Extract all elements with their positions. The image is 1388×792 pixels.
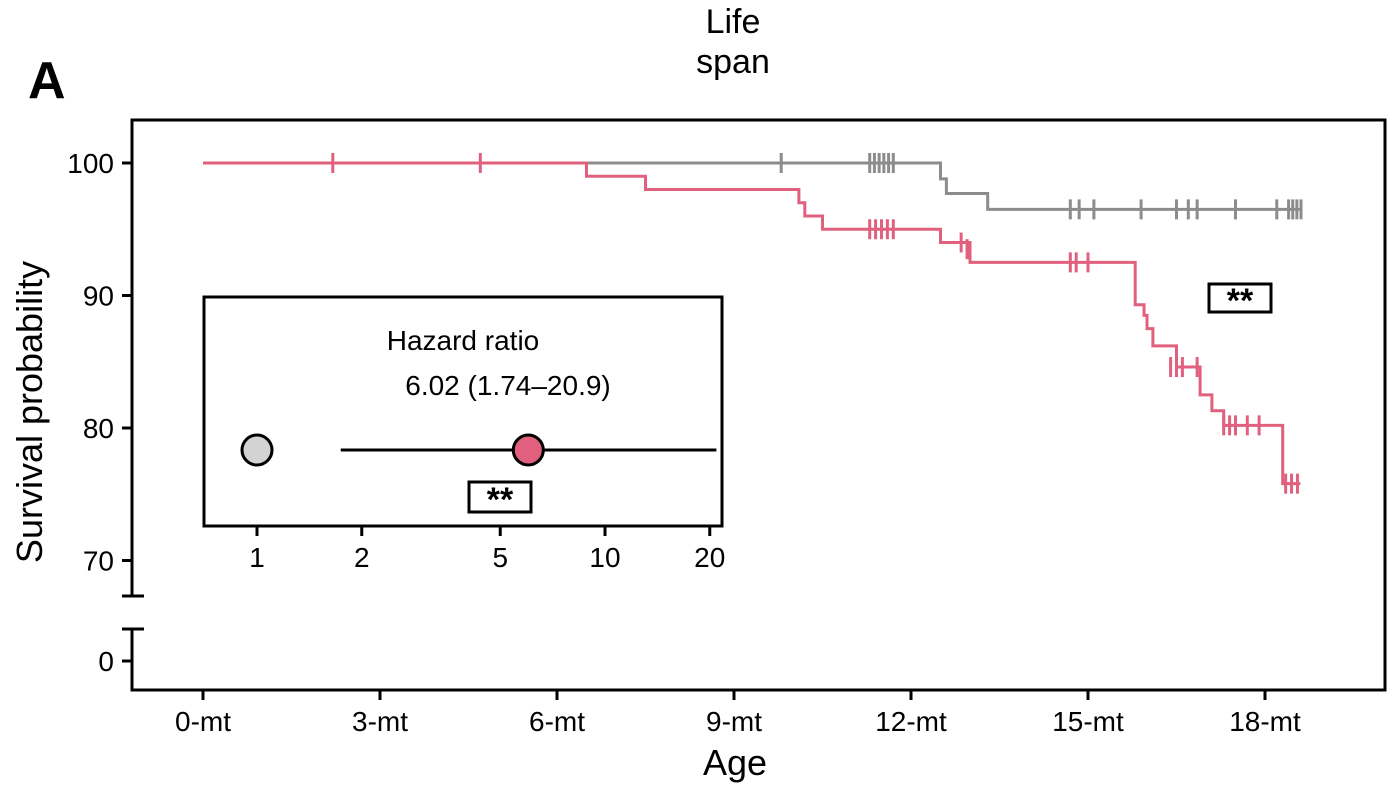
inset-x-tick-label: 5 [492,542,508,573]
x-tick-label: 3-mt [352,706,408,737]
y-tick-label: 100 [67,148,114,179]
significance-label-main: ** [1227,282,1254,320]
inset-x-tick-label: 10 [589,542,620,573]
x-tick-label: 12-mt [875,706,947,737]
inset-x-tick-label: 20 [694,542,725,573]
main-plot-area: 0 70 80 90 100 0-mt 3-mt 6-mt 9-mt 12-mt 15-mt 18-m… [67,118,1387,737]
chart-title-line2: span [696,43,770,81]
y-tick-label: 70 [83,546,114,577]
inset-x-tick-label: 1 [249,542,265,573]
y-tick-label: 90 [83,281,114,312]
inset-frame [202,295,724,528]
plot-frame [130,118,1387,692]
x-tick-label: 18-mt [1229,706,1301,737]
inset-title: Hazard ratio [387,325,540,356]
inset-marks: 1 2 5 10 20 [240,433,725,573]
significance-box-inset: ** [467,480,533,519]
x-axis-label: Age [703,742,767,783]
significance-box-main: ** [1207,282,1273,320]
x-tick-label: 0-mt [175,706,231,737]
x-tick-label: 15-mt [1052,706,1124,737]
reference-point [240,433,274,467]
significance-label-inset: ** [487,481,514,519]
x-tick-label: 9-mt [706,706,762,737]
hazard-ratio-point [511,433,545,467]
inset-subtitle: 6.02 (1.74–20.9) [405,370,611,401]
inset-x-tick-label: 2 [354,542,370,573]
y-axis-label: Survival probability [9,261,50,563]
chart-title-line1: Life [706,3,761,41]
survival-curve-2 [203,161,1301,486]
y-tick-label: 0 [98,646,114,677]
hazard-ratio-inset: Hazard ratio 6.02 (1.74–20.9) 1 2 5 10 20 ** [202,295,725,573]
y-tick-label: 80 [83,413,114,444]
x-tick-label: 6-mt [529,706,585,737]
survival-curve-1 [203,161,1301,211]
panel-label: A [28,52,66,110]
